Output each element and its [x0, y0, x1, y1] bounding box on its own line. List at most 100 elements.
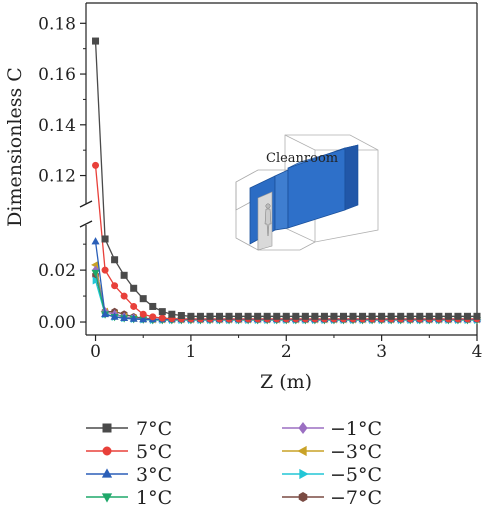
legend-label: 3°C — [136, 464, 172, 486]
data-point — [130, 302, 138, 310]
cleanroom-label: Cleanroom — [266, 151, 338, 166]
data-point — [282, 312, 290, 320]
axis-break-mark — [79, 200, 93, 208]
y-tick-label: 0.16 — [38, 65, 76, 85]
x-axis-title: Z (m) — [260, 371, 312, 393]
data-point — [91, 237, 100, 245]
data-point — [91, 269, 100, 278]
data-point — [359, 312, 367, 320]
legend-label: 7°C — [136, 418, 172, 440]
data-point — [292, 312, 300, 320]
data-point — [320, 312, 328, 320]
data-point — [387, 312, 395, 320]
x-tick-label: 1 — [185, 342, 196, 362]
data-point — [463, 312, 471, 320]
data-point — [368, 312, 376, 320]
data-point — [225, 312, 233, 320]
legend-marker — [298, 422, 308, 434]
legend-label: −7°C — [330, 487, 382, 509]
x-tick-label: 3 — [376, 342, 387, 362]
data-point — [216, 312, 224, 320]
data-point — [444, 312, 452, 320]
data-point — [397, 312, 405, 320]
data-point — [339, 312, 347, 320]
legend-label: −1°C — [330, 418, 382, 440]
data-point — [244, 312, 252, 320]
data-point — [273, 312, 281, 320]
legend-marker — [102, 446, 112, 456]
data-point — [187, 312, 195, 320]
cleanroom-inset-illustration: Cleanroom — [235, 134, 379, 251]
legend-label: 5°C — [136, 441, 172, 463]
data-point — [263, 312, 271, 320]
data-point — [330, 312, 338, 320]
data-point — [110, 312, 119, 320]
plot-frame — [79, 2, 478, 336]
data-point — [206, 312, 214, 320]
legend-item: −7°C — [282, 487, 382, 509]
data-point — [92, 276, 100, 285]
legend-item: −1°C — [282, 418, 382, 440]
legend-label: −3°C — [330, 441, 382, 463]
legend-label: −5°C — [330, 464, 382, 486]
series-7C-group — [92, 37, 481, 320]
legend-item: −5°C — [282, 464, 382, 486]
legend-label: 1°C — [136, 487, 172, 509]
data-point — [416, 312, 424, 320]
data-point — [129, 314, 138, 322]
data-point — [139, 310, 147, 318]
legend-marker — [297, 445, 307, 457]
y-tick-label: 0.12 — [38, 167, 76, 187]
y-tick-label: 0.02 — [38, 261, 76, 281]
legend-item: 5°C — [86, 441, 172, 463]
legend-item: −3°C — [282, 441, 382, 463]
data-point — [406, 312, 414, 320]
legend-marker — [299, 468, 309, 480]
data-point — [120, 292, 128, 300]
data-point — [120, 313, 129, 321]
axes-layer: 0 1 2 3 4 0.12 0.14 0.16 0.18 0.00 0.02 — [38, 14, 482, 362]
x-tick-label: 0 — [90, 342, 101, 362]
series-layer — [91, 37, 482, 325]
data-point — [158, 308, 166, 316]
data-point — [378, 312, 386, 320]
legend-marker — [102, 423, 112, 433]
data-point — [139, 295, 147, 303]
data-point — [473, 312, 481, 320]
series-line — [94, 264, 477, 321]
data-point — [435, 312, 443, 320]
y-tick-label: 0.18 — [38, 14, 76, 34]
axis-break-mark — [79, 220, 93, 228]
data-point — [168, 310, 176, 318]
data-point — [254, 312, 262, 320]
legend: 7°C5°C3°C1°C −1°C−3°C−5°C−7°C — [86, 418, 382, 509]
series-line — [94, 269, 477, 321]
data-point — [101, 266, 109, 274]
data-point — [149, 302, 157, 310]
data-point — [149, 313, 157, 321]
legend-marker — [298, 492, 308, 502]
data-point — [311, 312, 319, 320]
series-line — [94, 275, 477, 321]
data-point — [101, 235, 109, 243]
data-point — [235, 312, 243, 320]
legend-item: 1°C — [86, 487, 172, 509]
data-point — [349, 312, 357, 320]
legend-item: 3°C — [86, 464, 172, 486]
data-point — [111, 282, 119, 290]
x-tick-label: 2 — [281, 342, 292, 362]
data-point — [111, 256, 119, 264]
legend-marker — [101, 493, 113, 503]
data-point — [425, 312, 433, 320]
legend-marker — [101, 468, 113, 478]
y-axis-title: Dimensionless C — [4, 67, 26, 227]
data-point — [92, 37, 100, 45]
data-point — [301, 312, 309, 320]
data-point — [101, 309, 110, 318]
data-point — [196, 312, 204, 320]
data-point — [120, 271, 128, 279]
data-point — [454, 312, 462, 320]
data-point — [130, 284, 138, 292]
data-point — [177, 312, 185, 320]
